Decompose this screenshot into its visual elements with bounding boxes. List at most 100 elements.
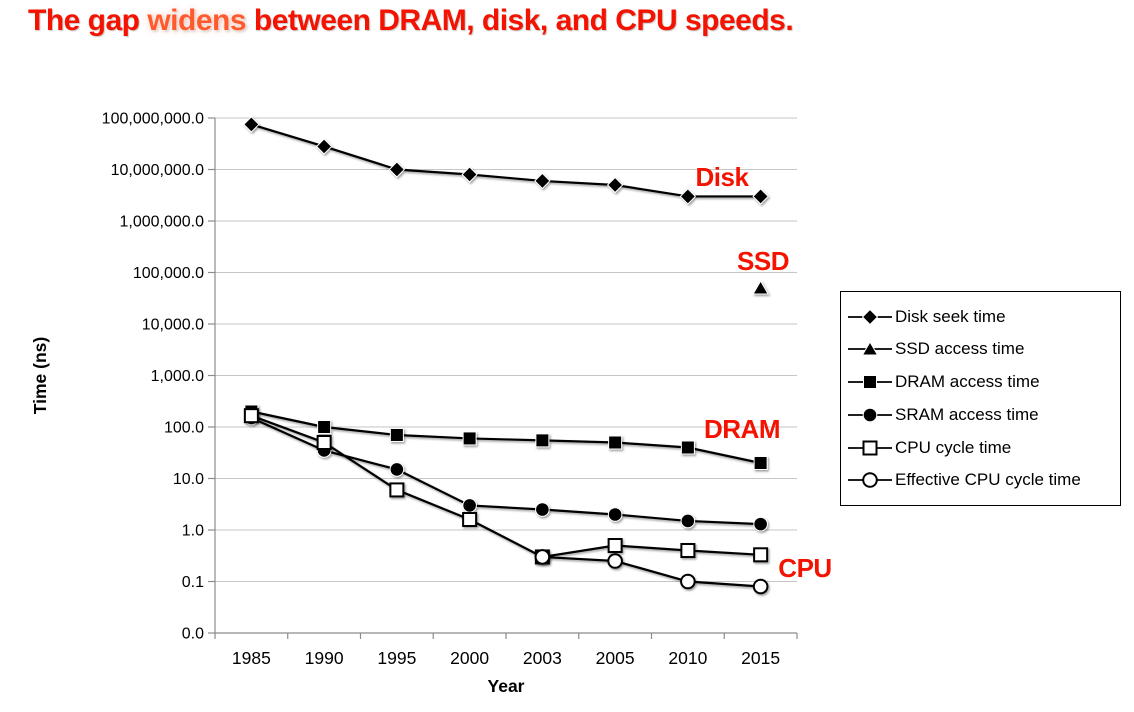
y-tick-label: 100.0 xyxy=(164,420,204,437)
y-tick-label: 0.1 xyxy=(182,574,204,591)
y-tick-label: 1.0 xyxy=(182,523,204,540)
x-tick-label: 2003 xyxy=(523,648,562,668)
circle-filled-marker-icon xyxy=(389,462,405,477)
diamond-filled-marker-icon xyxy=(752,188,769,205)
legend-item: SRAM access time xyxy=(847,405,1118,425)
y-tick-label: 10,000,000.0 xyxy=(111,162,205,179)
diamond-filled-marker-icon xyxy=(388,161,406,178)
title-emphasis: widens xyxy=(147,4,247,37)
legend-square-filled-icon xyxy=(848,375,892,390)
circle-filled-marker-icon xyxy=(535,502,550,517)
square-filled-marker-icon xyxy=(389,427,404,442)
square-open-marker-icon xyxy=(389,482,405,498)
square-open-marker-icon xyxy=(316,435,332,451)
legend-circle-open-icon xyxy=(848,472,892,489)
legend-label: Effective CPU cycle time xyxy=(895,470,1081,490)
legend-item: Effective CPU cycle time xyxy=(847,470,1118,490)
y-tick-label: 0.0 xyxy=(182,626,204,643)
diamond-filled-marker-icon xyxy=(861,308,879,325)
circle-filled-marker-icon xyxy=(680,513,696,529)
series-dram-access-time xyxy=(244,404,768,470)
axes: 100,000,000.0 10,000,000.0 1,000,000.0 100,… xyxy=(30,111,798,696)
y-tick-label: 10,000.0 xyxy=(142,317,204,334)
diamond-filled-marker-icon xyxy=(679,188,697,205)
square-filled-marker-icon xyxy=(753,455,768,470)
circle-open-marker-icon xyxy=(534,549,551,565)
legend-square-open-icon xyxy=(848,440,892,456)
diamond-filled-marker-icon xyxy=(315,138,333,155)
circle-filled-marker-icon xyxy=(862,407,878,423)
annotation-dram: DRAM xyxy=(704,414,780,444)
x-tick-label: 2000 xyxy=(450,648,489,668)
annotation-disk: Disk xyxy=(696,162,750,192)
legend-item: Disk seek time xyxy=(847,307,1118,327)
y-tick-label: 1,000.0 xyxy=(151,368,204,385)
gridlines xyxy=(215,117,797,634)
circle-open-marker-icon xyxy=(680,573,696,590)
title-text-after: between DRAM, disk, and CPU speeds. xyxy=(246,4,794,37)
triangle-filled-marker-icon xyxy=(752,280,769,295)
legend-label: Disk seek time xyxy=(895,306,1006,326)
square-filled-marker-icon xyxy=(317,420,332,434)
chart-legend: Disk seek time SSD access time DRAM access… xyxy=(840,291,1121,506)
legend-label: DRAM access time xyxy=(895,372,1040,392)
legend-label: SSD access time xyxy=(895,339,1025,359)
circle-open-marker-icon xyxy=(607,553,623,569)
circle-filled-marker-icon xyxy=(607,507,623,522)
legend-label: CPU cycle time xyxy=(895,437,1012,457)
series-line-sram-access-time xyxy=(250,416,761,526)
y-tick-label: 10.0 xyxy=(173,471,204,488)
annotation-cpu: CPU xyxy=(778,553,831,583)
x-tick-label: 1995 xyxy=(377,648,416,668)
annotation-ssd: SSD xyxy=(737,246,789,276)
y-axis-title: Time (ns) xyxy=(30,337,50,414)
square-filled-marker-icon xyxy=(462,431,477,446)
circle-filled-marker-icon xyxy=(753,516,768,532)
square-open-marker-icon xyxy=(462,511,478,527)
x-tick-label: 2005 xyxy=(596,648,635,668)
square-open-marker-icon xyxy=(680,542,696,558)
circle-filled-marker-icon xyxy=(462,498,477,513)
square-open-marker-icon xyxy=(862,440,878,456)
circle-open-marker-icon xyxy=(752,578,769,595)
diamond-filled-marker-icon xyxy=(606,176,624,194)
x-tick-label: 2010 xyxy=(668,648,707,668)
legend-diamond-filled-icon xyxy=(848,308,892,325)
square-open-marker-icon xyxy=(753,547,769,563)
legend-circle-filled-icon xyxy=(848,407,892,423)
legend-item: SSD access time xyxy=(847,339,1118,359)
square-open-marker-icon xyxy=(243,408,259,424)
triangle-filled-marker-icon xyxy=(861,341,879,356)
x-tick-label: 2015 xyxy=(741,648,780,668)
diamond-filled-marker-icon xyxy=(461,166,478,183)
series-line-disk-seek-time xyxy=(251,123,761,198)
title-text-before: The gap xyxy=(28,4,148,37)
x-axis-title: Year xyxy=(488,676,525,696)
x-tick-label: 1990 xyxy=(305,648,344,668)
series-effective-cpu-cycle-time xyxy=(534,549,769,595)
square-filled-marker-icon xyxy=(608,435,623,450)
square-filled-marker-icon xyxy=(863,375,877,390)
legend-item: DRAM access time xyxy=(847,372,1118,392)
legend-item: CPU cycle time xyxy=(847,438,1118,458)
series-ssd-access-time xyxy=(752,280,769,295)
square-filled-marker-icon xyxy=(680,440,695,455)
y-tick-label: 100,000,000.0 xyxy=(102,111,204,128)
y-tick-label: 1,000,000.0 xyxy=(119,214,204,231)
circle-open-marker-icon xyxy=(862,472,878,489)
square-filled-marker-icon xyxy=(535,433,550,448)
diamond-filled-marker-icon xyxy=(534,172,551,190)
series-line-dram-access-time xyxy=(251,410,761,465)
y-tick-label: 100,000.0 xyxy=(133,265,204,282)
series-line-cpu-cycle-time xyxy=(250,414,761,559)
legend-triangle-filled-icon xyxy=(848,341,892,356)
page-title: The gap widens between DRAM, disk, and C… xyxy=(28,4,794,38)
series-disk-seek-time xyxy=(243,116,769,205)
diamond-filled-marker-icon xyxy=(243,116,260,133)
legend-label: SRAM access time xyxy=(895,404,1039,424)
x-tick-label: 1985 xyxy=(232,648,271,668)
square-open-marker-icon xyxy=(607,538,623,554)
series-line-effective-cpu-cycle-time xyxy=(542,555,761,588)
